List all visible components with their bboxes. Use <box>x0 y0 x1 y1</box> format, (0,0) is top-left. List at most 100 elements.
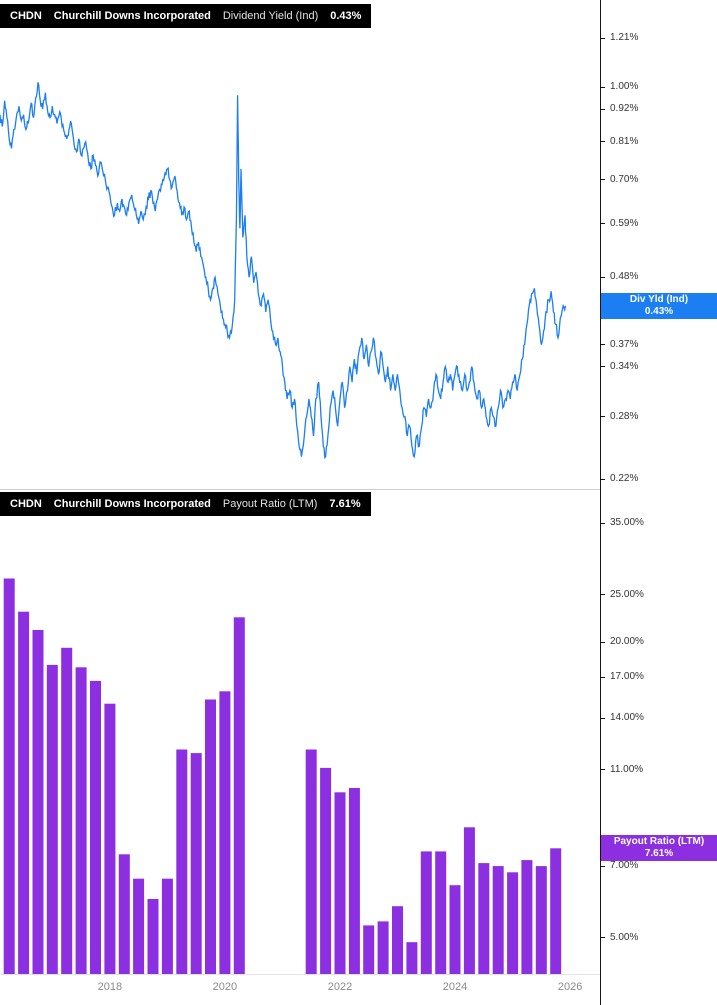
ticker-symbol: CHDN <box>10 10 42 22</box>
y-tick-label: 0.22% <box>610 473 639 485</box>
payout-ratio-bar <box>507 872 519 975</box>
y-tick-mark <box>601 717 605 719</box>
y-tick-mark <box>601 108 605 110</box>
payout-ratio-bar <box>334 792 346 975</box>
ticker-symbol: CHDN <box>10 498 42 510</box>
x-axis-year-label: 2022 <box>327 981 353 993</box>
y-tick-mark <box>601 769 605 771</box>
y-tick-mark <box>601 223 605 225</box>
payout-ratio-bar <box>320 767 332 975</box>
x-axis-year-label: 2020 <box>212 981 238 993</box>
y-tick-mark <box>601 416 605 418</box>
y-tick-label: 17.00% <box>610 671 644 683</box>
dividend-yield-line <box>0 82 567 459</box>
payout-ratio-bar <box>46 664 58 975</box>
y-tick-label: 1.00% <box>610 81 639 93</box>
payout-ratio-bar <box>377 921 389 975</box>
payout-ratio-bar <box>535 866 547 975</box>
payout-ratio-bar <box>233 617 245 975</box>
payout-ratio-bar <box>420 851 432 975</box>
payout-ratio-bar <box>18 611 30 975</box>
payout-ratio-bar <box>161 878 173 975</box>
x-axis-year-label: 2026 <box>557 981 583 993</box>
last-value-badge-div-yield: Div Yld (Ind) 0.43% <box>601 292 717 319</box>
payout-ratio-bar <box>190 753 202 975</box>
y-tick-label: 0.81% <box>610 135 639 147</box>
dividend-yield-chart[interactable] <box>0 0 600 490</box>
y-tick-label: 11.00% <box>610 763 644 775</box>
y-tick-label: 20.00% <box>610 636 644 648</box>
y-tick-label: 0.34% <box>610 360 639 372</box>
payout-ratio-bar <box>176 749 188 975</box>
y-tick-label: 0.92% <box>610 103 639 114</box>
panel-divider <box>0 489 600 490</box>
payout-ratio-bar <box>133 878 145 975</box>
payout-ratio-bar <box>90 680 101 975</box>
legend-dividend-yield: CHDN Churchill Downs Incorporated Divide… <box>0 4 372 28</box>
payout-ratio-bar <box>104 703 116 975</box>
badge-value: 7.61% <box>644 848 674 860</box>
payout-ratio-bar <box>392 906 403 975</box>
payout-ratio-bar <box>205 699 216 975</box>
payout-ratio-bar <box>435 851 447 975</box>
y-tick-mark <box>601 86 605 88</box>
last-value-badge-payout-ratio: Payout Ratio (LTM) 7.61% <box>601 835 717 862</box>
y-tick-label: 5.00% <box>610 931 639 943</box>
payout-ratio-chart[interactable] <box>0 490 600 975</box>
metric-name: Payout Ratio (LTM) <box>222 498 318 510</box>
x-axis: 2018 2020 2022 2024 2026 <box>0 975 600 1005</box>
y-tick-label: 35.00% <box>610 517 644 529</box>
payout-ratio-bar <box>521 860 533 975</box>
y-tick-mark <box>601 478 605 480</box>
y-tick-mark <box>601 276 605 278</box>
y-tick-label: 14.00% <box>610 712 644 724</box>
payout-ratio-bar <box>118 854 130 975</box>
y-tick-mark <box>601 865 605 867</box>
company-name: Churchill Downs Incorporated <box>53 10 211 22</box>
y-tick-mark <box>601 37 605 39</box>
payout-ratio-bar <box>305 749 317 975</box>
payout-ratio-bar <box>463 827 475 975</box>
payout-ratio-bar <box>348 788 360 975</box>
y-tick-mark <box>601 141 605 143</box>
y-tick-label: 25.00% <box>610 588 644 600</box>
payout-ratio-bar <box>32 630 44 975</box>
payout-ratio-bar <box>219 691 231 975</box>
payout-ratio-bar <box>61 647 73 975</box>
y-tick-mark <box>601 641 605 643</box>
payout-ratio-bar <box>406 942 418 975</box>
metric-name: Dividend Yield (Ind) <box>222 10 319 22</box>
x-axis-baseline <box>0 974 600 975</box>
y-tick-mark <box>601 522 605 524</box>
payout-ratio-bar <box>75 667 87 975</box>
y-tick-mark <box>601 179 605 181</box>
payout-ratio-bar <box>492 866 504 975</box>
y-tick-label: 1.21% <box>610 32 639 44</box>
y-tick-label: 0.37% <box>610 338 639 350</box>
x-axis-year-label: 2024 <box>442 981 468 993</box>
y-tick-label: 7.00% <box>610 860 639 872</box>
x-axis-year-label: 2018 <box>97 981 123 993</box>
y-tick-label: 0.48% <box>610 271 639 283</box>
y-tick-label: 0.59% <box>610 217 639 229</box>
badge-value: 0.43% <box>644 305 674 317</box>
metric-value: 7.61% <box>329 498 361 510</box>
y-tick-mark <box>601 937 605 939</box>
payout-ratio-bar <box>449 885 461 975</box>
y-tick-mark <box>601 344 605 346</box>
y-tick-label: 0.28% <box>610 410 639 422</box>
payout-ratio-bar <box>550 848 562 975</box>
company-name: Churchill Downs Incorporated <box>53 498 211 510</box>
metric-value: 0.43% <box>330 10 362 22</box>
y-tick-mark <box>601 676 605 678</box>
payout-ratio-bar <box>478 863 490 975</box>
payout-ratio-bar <box>363 925 375 975</box>
badge-label: Payout Ratio (LTM) <box>613 836 705 848</box>
payout-ratio-bar <box>147 899 159 975</box>
payout-ratio-bar <box>3 578 15 975</box>
y-tick-mark <box>601 366 605 368</box>
legend-payout-ratio: CHDN Churchill Downs Incorporated Payout… <box>0 492 371 516</box>
badge-label: Div Yld (Ind) <box>629 293 689 305</box>
y-tick-mark <box>601 594 605 596</box>
